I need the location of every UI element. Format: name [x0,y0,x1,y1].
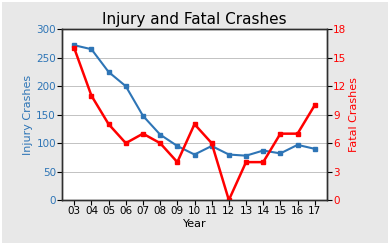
Y-axis label: Fatal Crashes: Fatal Crashes [349,77,359,152]
X-axis label: Year: Year [183,219,206,229]
Y-axis label: Injury Crashes: Injury Crashes [23,75,33,155]
Title: Injury and Fatal Crashes: Injury and Fatal Crashes [102,12,287,27]
